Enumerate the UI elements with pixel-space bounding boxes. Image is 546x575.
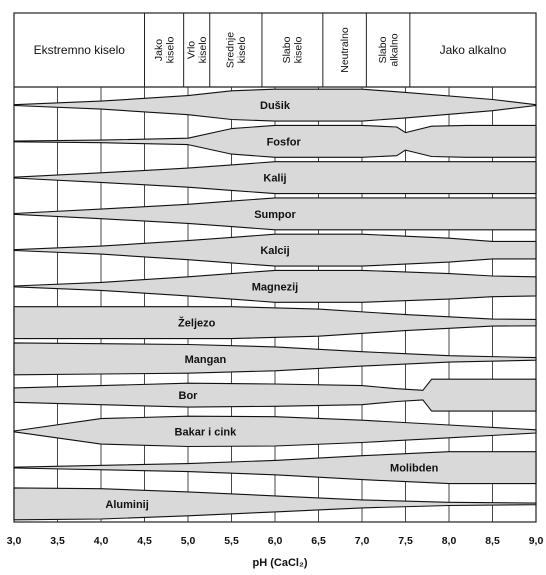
nutrient-label: Fosfor bbox=[267, 136, 302, 148]
nutrient-label: Kalij bbox=[263, 173, 286, 185]
x-tick-label: 3,5 bbox=[50, 535, 65, 547]
x-tick-label: 5,0 bbox=[181, 535, 196, 547]
nutrient-band bbox=[13, 342, 537, 376]
nutrient-band bbox=[13, 161, 537, 195]
nutrient-band bbox=[13, 415, 537, 448]
x-tick-label: 3,0 bbox=[7, 535, 22, 547]
nutrient-bands: Dušik Fosfor Kalij Sumpor Kalcij Magnezij Želj… bbox=[13, 88, 537, 521]
nutrient-band bbox=[13, 197, 537, 231]
nutrient-band bbox=[13, 233, 537, 267]
nutrient-band bbox=[13, 269, 537, 303]
nutrient-label: Sumpor bbox=[254, 209, 296, 221]
x-tick-label: 7,5 bbox=[398, 535, 413, 547]
nutrient-label: Bakar i cink bbox=[175, 426, 238, 438]
x-tick-label: 4,5 bbox=[137, 535, 152, 547]
nutrient-band bbox=[13, 451, 537, 485]
nutrient-label: Dušik bbox=[260, 100, 291, 112]
zone-label: Srednjekiselo bbox=[225, 32, 249, 68]
nutrient-band bbox=[13, 306, 537, 340]
zone-label: Slabokiselo bbox=[281, 36, 305, 63]
ph-zone-header: Ekstremno kiselo Jakokiselo Vrlokiselo Sred… bbox=[34, 13, 507, 87]
nutrient-band bbox=[13, 124, 537, 158]
ph-grid-lines bbox=[57, 87, 493, 522]
nutrient-label: Kalcij bbox=[260, 245, 289, 257]
nutrient-label: Molibden bbox=[390, 463, 439, 475]
x-axis-ticks: 3,0 3,5 4,0 4,5 5,0 5,5 6,0 6,5 7,0 7,5 8,0 8,5 9,0 bbox=[7, 535, 544, 547]
nutrient-label: Željezo bbox=[178, 317, 216, 330]
nutrient-label: Mangan bbox=[185, 354, 227, 366]
zone-label: Jako alkalno bbox=[440, 43, 507, 57]
x-tick-label: 6,0 bbox=[268, 535, 283, 547]
zone-label: Jakokiselo bbox=[153, 36, 177, 63]
x-tick-label: 5,5 bbox=[224, 535, 239, 547]
x-tick-label: 6,5 bbox=[311, 535, 326, 547]
x-axis-label: pH (CaCl₂) bbox=[253, 557, 308, 569]
x-tick-label: 8,5 bbox=[485, 535, 500, 547]
nutrient-label: Bor bbox=[179, 390, 199, 402]
zone-label: Slaboalkalno bbox=[377, 33, 401, 66]
nutrient-label: Aluminij bbox=[105, 499, 148, 511]
x-tick-label: 9,0 bbox=[529, 535, 544, 547]
nutrient-band bbox=[13, 487, 537, 521]
zone-label: Ekstremno kiselo bbox=[34, 43, 126, 57]
x-tick-label: 7,0 bbox=[355, 535, 370, 547]
x-tick-label: 8,0 bbox=[442, 535, 457, 547]
x-tick-label: 4,0 bbox=[94, 535, 109, 547]
nutrient-band bbox=[13, 88, 537, 122]
zone-label: Neutralno bbox=[339, 27, 351, 73]
nutrient-label: Magnezij bbox=[252, 281, 298, 293]
nutrient-band bbox=[13, 378, 537, 412]
zone-label: Vrlokiselo bbox=[185, 36, 209, 63]
